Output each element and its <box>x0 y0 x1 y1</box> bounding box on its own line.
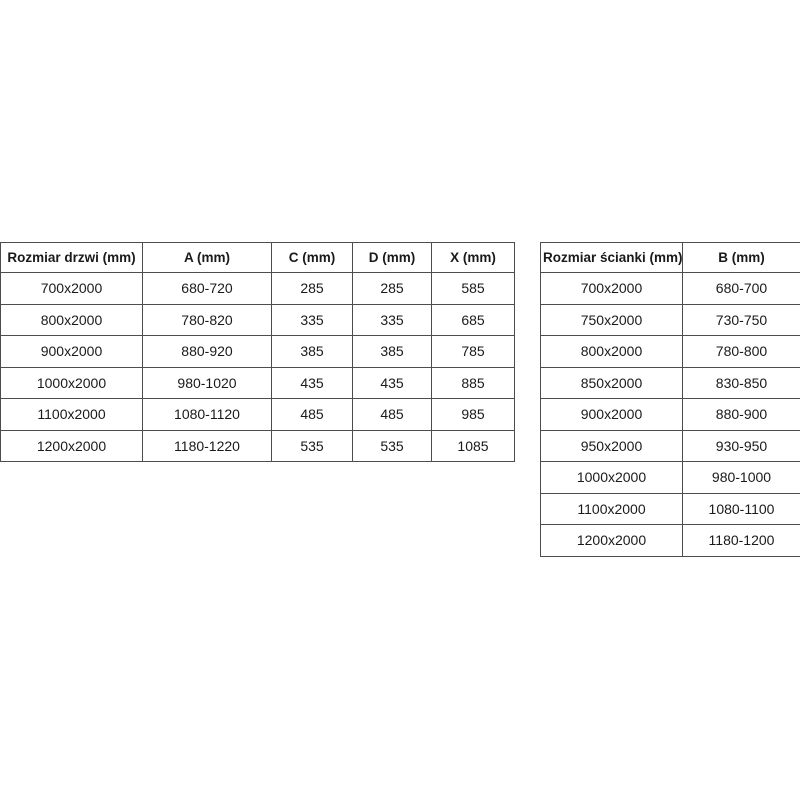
wall-sizes-table: Rozmiar ścianki (mm) B (mm) 700x2000 680-70… <box>540 242 800 557</box>
table-cell: 980-1020 <box>142 366 272 399</box>
table-cell: 700x2000 <box>0 272 143 305</box>
table-row: 1000x2000 980-1020 435 435 885 <box>0 366 515 399</box>
table-row: 1000x2000 980-1000 <box>540 461 800 494</box>
table-cell: 1000x2000 <box>540 461 683 494</box>
table-cell: 900x2000 <box>540 398 683 431</box>
table-row: 1200x2000 1180-1220 535 535 1085 <box>0 429 515 462</box>
table-cell: 880-900 <box>682 398 800 431</box>
table-row: 900x2000 880-920 385 385 785 <box>0 335 515 368</box>
table-cell: 1180-1220 <box>142 429 272 462</box>
table-cell: 1080-1100 <box>682 492 800 525</box>
table-row: 1100x2000 1080-1120 485 485 985 <box>0 398 515 431</box>
table-cell: 535 <box>271 429 353 462</box>
table-cell: 335 <box>271 303 353 336</box>
column-header: D (mm) <box>352 242 432 273</box>
table-cell: 1100x2000 <box>0 398 143 431</box>
table-cell: 685 <box>431 303 515 336</box>
header-row: Rozmiar drzwi (mm) A (mm) C (mm) D (mm) X (m… <box>0 242 515 273</box>
table-cell: 585 <box>431 272 515 305</box>
column-header: X (mm) <box>431 242 515 273</box>
table-cell: 700x2000 <box>540 272 683 305</box>
table-cell: 930-950 <box>682 429 800 462</box>
table-cell: 800x2000 <box>0 303 143 336</box>
column-header: A (mm) <box>142 242 272 273</box>
table-cell: 830-850 <box>682 366 800 399</box>
table-row: 850x2000 830-850 <box>540 366 800 399</box>
table-cell: 985 <box>431 398 515 431</box>
table-row: 1100x2000 1080-1100 <box>540 492 800 525</box>
table-cell: 435 <box>271 366 353 399</box>
table-cell: 680-700 <box>682 272 800 305</box>
table-cell: 1200x2000 <box>540 524 683 557</box>
table-cell: 485 <box>271 398 353 431</box>
table-cell: 385 <box>271 335 353 368</box>
door-sizes-table: Rozmiar drzwi (mm) A (mm) C (mm) D (mm) X (m… <box>0 242 515 462</box>
table-cell: 980-1000 <box>682 461 800 494</box>
table-cell: 1180-1200 <box>682 524 800 557</box>
table-cell: 1080-1120 <box>142 398 272 431</box>
table-cell: 800x2000 <box>540 335 683 368</box>
table-cell: 435 <box>352 366 432 399</box>
table-cell: 780-800 <box>682 335 800 368</box>
table-cell: 285 <box>271 272 353 305</box>
table-row: 750x2000 730-750 <box>540 303 800 336</box>
table-row: 700x2000 680-720 285 285 585 <box>0 272 515 305</box>
table-row: 700x2000 680-700 <box>540 272 800 305</box>
table-cell: 535 <box>352 429 432 462</box>
table-cell: 750x2000 <box>540 303 683 336</box>
table-cell: 1100x2000 <box>540 492 683 525</box>
table-row: 950x2000 930-950 <box>540 429 800 462</box>
table-cell: 285 <box>352 272 432 305</box>
table-cell: 950x2000 <box>540 429 683 462</box>
table-cell: 850x2000 <box>540 366 683 399</box>
column-header: Rozmiar ścianki (mm) <box>540 242 683 273</box>
table-cell: 1200x2000 <box>0 429 143 462</box>
table-cell: 385 <box>352 335 432 368</box>
table-cell: 885 <box>431 366 515 399</box>
table-cell: 1000x2000 <box>0 366 143 399</box>
table-cell: 780-820 <box>142 303 272 336</box>
table-row: 900x2000 880-900 <box>540 398 800 431</box>
column-header: C (mm) <box>271 242 353 273</box>
header-row: Rozmiar ścianki (mm) B (mm) <box>540 242 800 273</box>
column-header: Rozmiar drzwi (mm) <box>0 242 143 273</box>
table-cell: 485 <box>352 398 432 431</box>
table-cell: 335 <box>352 303 432 336</box>
table-cell: 785 <box>431 335 515 368</box>
table-cell: 680-720 <box>142 272 272 305</box>
table-row: 800x2000 780-820 335 335 685 <box>0 303 515 336</box>
table-cell: 880-920 <box>142 335 272 368</box>
table-row: 800x2000 780-800 <box>540 335 800 368</box>
table-cell: 730-750 <box>682 303 800 336</box>
table-cell: 900x2000 <box>0 335 143 368</box>
table-cell: 1085 <box>431 429 515 462</box>
table-row: 1200x2000 1180-1200 <box>540 524 800 557</box>
column-header: B (mm) <box>682 242 800 273</box>
